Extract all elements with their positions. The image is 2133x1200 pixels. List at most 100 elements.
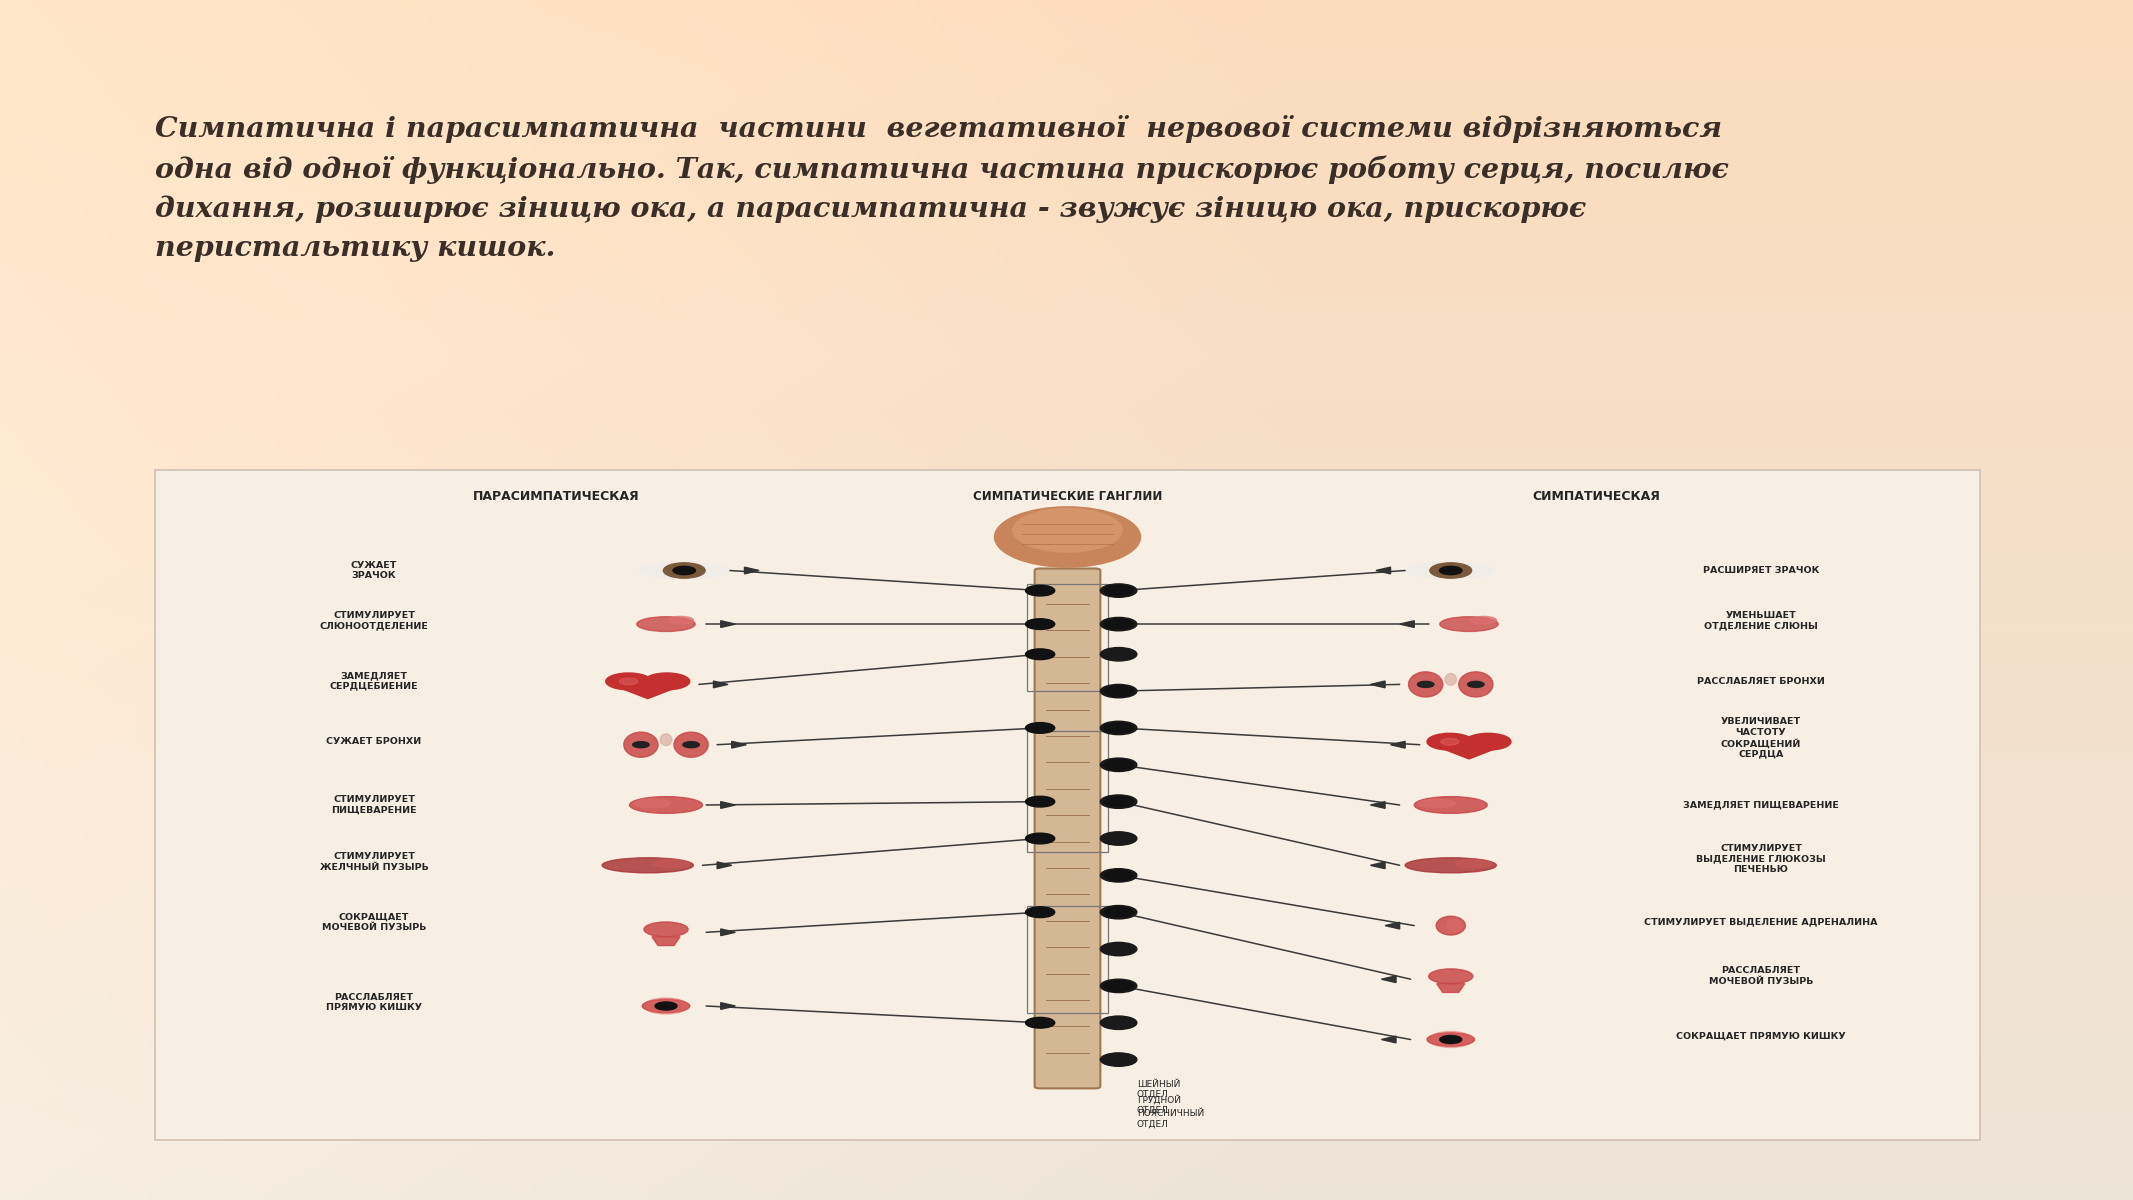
Circle shape xyxy=(1101,617,1137,631)
Ellipse shape xyxy=(1446,919,1461,931)
Polygon shape xyxy=(1382,1036,1395,1043)
Ellipse shape xyxy=(640,563,727,578)
Circle shape xyxy=(634,742,648,748)
Circle shape xyxy=(1105,722,1133,733)
Text: СУЖАЕТ БРОНХИ: СУЖАЕТ БРОНХИ xyxy=(326,737,422,746)
Circle shape xyxy=(1465,733,1510,750)
Circle shape xyxy=(606,673,651,690)
Circle shape xyxy=(1101,648,1137,661)
Ellipse shape xyxy=(1444,673,1457,685)
Polygon shape xyxy=(1391,742,1406,748)
Ellipse shape xyxy=(1406,858,1497,872)
Text: ШЕЙНЫЙ
ОТДЕЛ: ШЕЙНЫЙ ОТДЕЛ xyxy=(1137,1080,1180,1099)
Circle shape xyxy=(644,998,689,1014)
Text: РАССЛАБЛЯЕТ
ПРЯМУЮ КИШКУ: РАССЛАБЛЯЕТ ПРЯМУЮ КИШКУ xyxy=(326,992,422,1013)
Polygon shape xyxy=(1438,984,1465,992)
Circle shape xyxy=(1101,758,1137,772)
Circle shape xyxy=(1026,907,1054,918)
Circle shape xyxy=(1026,586,1054,596)
Circle shape xyxy=(1101,1016,1137,1030)
Text: ПАРАСИМПАТИЧЕСКАЯ: ПАРАСИМПАТИЧЕСКАЯ xyxy=(474,490,640,503)
Ellipse shape xyxy=(674,732,708,757)
Ellipse shape xyxy=(1455,859,1491,868)
Circle shape xyxy=(1440,566,1461,575)
Circle shape xyxy=(1440,1036,1461,1044)
Circle shape xyxy=(1101,721,1137,734)
Polygon shape xyxy=(712,682,727,688)
Polygon shape xyxy=(1376,568,1391,574)
Ellipse shape xyxy=(638,617,695,631)
Text: СОКРАЩАЕТ ПРЯМУЮ КИШКУ: СОКРАЩАЕТ ПРЯМУЮ КИШКУ xyxy=(1677,1032,1845,1040)
Circle shape xyxy=(1105,797,1133,808)
Ellipse shape xyxy=(1418,799,1455,808)
Circle shape xyxy=(1105,619,1133,630)
Ellipse shape xyxy=(634,799,670,808)
Polygon shape xyxy=(1427,743,1510,758)
Polygon shape xyxy=(721,802,736,809)
Text: РАССЛАБЛЯЕТ БРОНХИ: РАССЛАБЛЯЕТ БРОНХИ xyxy=(1698,677,1826,685)
Ellipse shape xyxy=(1436,917,1465,935)
Ellipse shape xyxy=(1440,617,1497,631)
Circle shape xyxy=(1026,619,1054,630)
Circle shape xyxy=(644,673,689,690)
Circle shape xyxy=(674,566,695,575)
Circle shape xyxy=(1105,760,1133,770)
Ellipse shape xyxy=(1013,509,1122,552)
Polygon shape xyxy=(732,742,747,748)
Circle shape xyxy=(1026,833,1054,844)
Ellipse shape xyxy=(668,617,693,624)
Ellipse shape xyxy=(602,858,693,872)
Ellipse shape xyxy=(1427,1033,1474,1046)
Ellipse shape xyxy=(994,506,1141,568)
Text: РАССЛАБЛЯЕТ
МОЧЕВОЙ ПУЗЫРЬ: РАССЛАБЛЯЕТ МОЧЕВОЙ ПУЗЫРЬ xyxy=(1709,966,1813,985)
Polygon shape xyxy=(1369,862,1384,869)
Circle shape xyxy=(1105,907,1133,918)
Circle shape xyxy=(1101,584,1137,598)
Polygon shape xyxy=(1369,802,1384,809)
Polygon shape xyxy=(717,862,732,869)
Text: ПОЯСНИЧНЫЙ
ОТДЕЛ: ПОЯСНИЧНЫЙ ОТДЕЛ xyxy=(1137,1109,1205,1128)
Circle shape xyxy=(1101,1052,1137,1067)
Circle shape xyxy=(1105,870,1133,881)
Text: СТИМУЛИРУЕТ ВЫДЕЛЕНИЕ АДРЕНАЛИНА: СТИМУЛИРУЕТ ВЫДЕЛЕНИЕ АДРЕНАЛИНА xyxy=(1645,918,1877,926)
Circle shape xyxy=(683,742,700,748)
FancyBboxPatch shape xyxy=(156,470,1979,1140)
Circle shape xyxy=(1105,980,1133,991)
Circle shape xyxy=(1440,738,1459,745)
Polygon shape xyxy=(653,937,680,946)
Text: СУЖАЕТ
ЗРАЧОК: СУЖАЕТ ЗРАЧОК xyxy=(350,560,397,580)
Text: СТИМУЛИРУЕТ
ПИЩЕВАРЕНИЕ: СТИМУЛИРУЕТ ПИЩЕВАРЕНИЕ xyxy=(331,796,416,815)
Text: РАСШИРЯЕТ ЗРАЧОК: РАСШИРЯЕТ ЗРАЧОК xyxy=(1702,566,1819,575)
Text: СТИМУЛИРУЕТ
СЛЮНООТДЕЛЕНИЕ: СТИМУЛИРУЕТ СЛЮНООТДЕЛЕНИЕ xyxy=(320,611,429,630)
Text: СТИМУЛИРУЕТ
ЖЕЛЧНЫЙ ПУЗЫРЬ: СТИМУЛИРУЕТ ЖЕЛЧНЫЙ ПУЗЫРЬ xyxy=(320,852,429,871)
Ellipse shape xyxy=(661,734,672,745)
Text: ГРУДНОЙ
ОТДЕЛ: ГРУДНОЙ ОТДЕЛ xyxy=(1137,1094,1182,1115)
Ellipse shape xyxy=(1429,968,1472,984)
Circle shape xyxy=(1101,979,1137,992)
Ellipse shape xyxy=(642,1000,689,1013)
Circle shape xyxy=(1026,649,1054,660)
Circle shape xyxy=(1105,685,1133,696)
Circle shape xyxy=(1026,722,1054,733)
Text: СТИМУЛИРУЕТ
ВЫДЕЛЕНИЕ ГЛЮКОЗЫ
ПЕЧЕНЬЮ: СТИМУЛИРУЕТ ВЫДЕЛЕНИЕ ГЛЮКОЗЫ ПЕЧЕНЬЮ xyxy=(1696,844,1826,874)
Text: СИМПАТИЧЕСКИЕ ГАНГЛИИ: СИМПАТИЧЕСКИЕ ГАНГЛИИ xyxy=(973,490,1162,503)
Circle shape xyxy=(1101,942,1137,955)
Ellipse shape xyxy=(629,797,702,814)
Polygon shape xyxy=(721,1003,736,1009)
Circle shape xyxy=(1101,906,1137,919)
FancyBboxPatch shape xyxy=(1035,569,1101,1088)
Circle shape xyxy=(1418,682,1433,688)
Circle shape xyxy=(1105,586,1133,596)
Text: ЗАМЕДЛЯЕТ
СЕРДЦЕБИЕНИЕ: ЗАМЕДЛЯЕТ СЕРДЦЕБИЕНИЕ xyxy=(331,671,418,691)
Ellipse shape xyxy=(1408,672,1442,697)
Circle shape xyxy=(619,678,638,685)
Circle shape xyxy=(1101,869,1137,882)
Polygon shape xyxy=(744,568,759,574)
Circle shape xyxy=(1468,682,1485,688)
Polygon shape xyxy=(1384,923,1399,929)
Circle shape xyxy=(1101,684,1137,697)
Polygon shape xyxy=(1399,620,1414,628)
Circle shape xyxy=(663,563,706,578)
Text: СОКРАЩАЕТ
МОЧЕВОЙ ПУЗЫРЬ: СОКРАЩАЕТ МОЧЕВОЙ ПУЗЫРЬ xyxy=(322,912,427,932)
Circle shape xyxy=(1101,832,1137,845)
